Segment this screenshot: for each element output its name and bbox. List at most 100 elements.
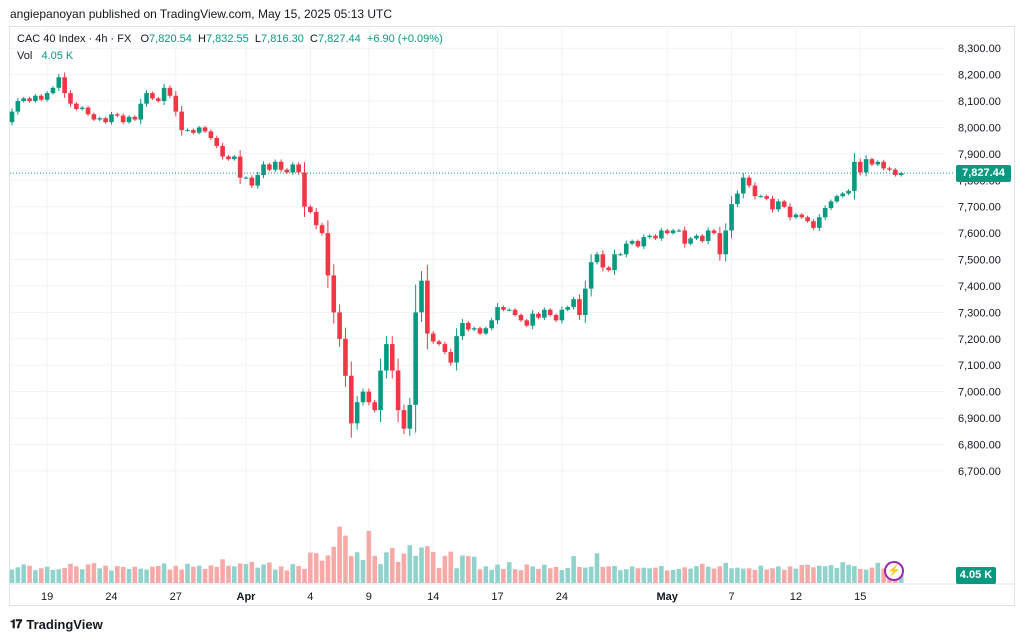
symbol-label: CAC 40 Index · 4h · FX [17, 33, 132, 45]
volume-bar [536, 568, 541, 583]
candle [120, 113, 126, 125]
volume-bar [38, 568, 44, 583]
candle [349, 361, 354, 438]
candle [647, 234, 652, 239]
volume-bar [495, 564, 500, 583]
candle [735, 190, 740, 208]
volume-bar [512, 569, 518, 583]
volume-bar [559, 569, 565, 583]
candle [863, 155, 869, 177]
candle [419, 271, 424, 322]
candle [103, 116, 108, 124]
candle [308, 205, 313, 214]
last-price-tag: 7,827.44 [956, 164, 1011, 182]
candle [477, 326, 483, 336]
volume-bar [600, 567, 606, 583]
volume-bar [360, 559, 366, 583]
candle [343, 327, 348, 387]
brand[interactable]: 𝟏𝟕 TradingView [10, 617, 103, 632]
volume-bar [477, 569, 483, 583]
candle [384, 336, 389, 379]
candle [875, 160, 881, 167]
volume-bar [430, 551, 436, 583]
candle [191, 128, 196, 135]
volume-bar [384, 552, 389, 583]
volume-bar [729, 568, 734, 583]
volume-bar [577, 567, 582, 583]
candle [799, 213, 805, 219]
volume-bar [272, 569, 278, 583]
volume-bar [120, 567, 126, 583]
candle [682, 226, 688, 248]
volume-bar [524, 564, 530, 583]
candle [50, 86, 56, 95]
candle [776, 199, 781, 212]
candle [436, 339, 442, 346]
volume-bar [700, 563, 705, 583]
volume-bar [454, 568, 459, 583]
volume-bar [389, 548, 395, 583]
volume-bar [232, 566, 237, 583]
lightning-icon[interactable]: ⚡ [884, 561, 904, 581]
volume-bar [74, 566, 79, 583]
y-tick-label: 6,800.00 [958, 439, 1001, 451]
volume-bar [337, 526, 342, 583]
candle [705, 227, 711, 245]
candle [38, 94, 44, 102]
candle [764, 194, 769, 201]
volume-bar [793, 568, 799, 583]
candle [33, 94, 38, 103]
volume-bar [255, 567, 260, 583]
volume-bar [196, 565, 202, 583]
volume-bar [33, 570, 38, 583]
candle [466, 320, 471, 332]
volume-bar [863, 569, 869, 583]
high-value: 7,832.55 [205, 33, 249, 45]
candle [664, 228, 670, 235]
volume-bar [740, 568, 746, 583]
x-tick-label: 17 [491, 591, 503, 603]
candle [717, 226, 723, 261]
candles [9, 72, 904, 438]
volume-bar [746, 568, 752, 583]
candle [220, 142, 225, 160]
candle [688, 236, 693, 246]
candle [44, 91, 50, 102]
candle [214, 135, 220, 149]
candle [588, 254, 594, 297]
candle [483, 326, 489, 336]
candle [811, 219, 816, 230]
candle [594, 251, 600, 265]
volume-bar [302, 568, 307, 583]
volume-bars [9, 526, 904, 583]
volume-bar [378, 564, 383, 583]
candle [196, 125, 202, 135]
volume-bar [781, 569, 787, 583]
volume-bar [208, 565, 214, 583]
candle [296, 162, 301, 175]
volume-bar [243, 564, 249, 583]
candle [325, 220, 331, 289]
candle [74, 102, 79, 111]
y-tick-label: 7,500.00 [958, 255, 1001, 267]
candle [354, 395, 360, 430]
y-tick-label: 6,700.00 [958, 466, 1001, 478]
volume-bar [542, 564, 547, 583]
candle [489, 317, 494, 331]
volume-bar [50, 569, 56, 583]
y-tick-label: 8,000.00 [958, 122, 1001, 134]
high-label: H [198, 33, 206, 45]
volume-bar [372, 555, 377, 583]
candle [530, 310, 535, 330]
tradingview-logo-icon: 𝟏𝟕 [10, 617, 22, 631]
volume-bar [641, 567, 647, 583]
volume-bar [711, 568, 717, 583]
volume-bar [682, 567, 688, 583]
volume-bar [261, 564, 266, 583]
volume-bar [565, 567, 571, 583]
y-tick-label: 7,000.00 [958, 387, 1001, 399]
x-tick-label: 24 [556, 591, 568, 603]
volume-bar [308, 552, 313, 583]
candle [302, 162, 307, 218]
